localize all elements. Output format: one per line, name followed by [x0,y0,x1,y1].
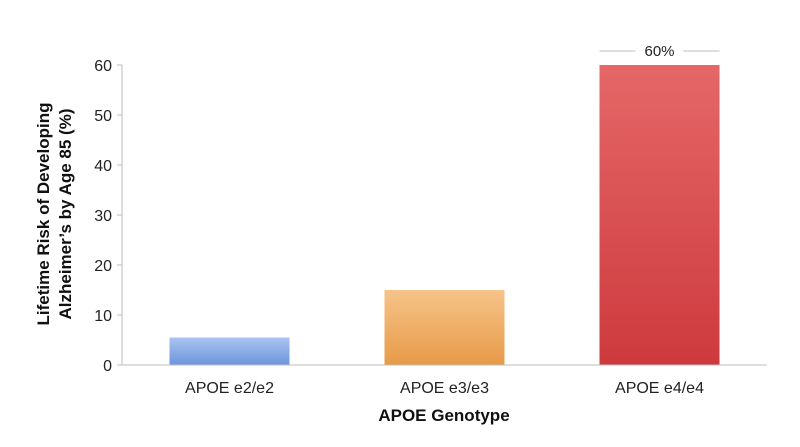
data-labels: 60% [599,43,720,60]
y-tick-label: 60 [94,58,112,75]
data-label: 60% [644,43,674,60]
bar-apoe-e2-e2 [169,337,290,365]
y-axis-title-line-2: Alzheimer’s by Age 85 (%) [56,109,75,320]
y-tick-label: 20 [94,258,112,275]
bars [169,65,720,365]
y-tick-label: 30 [94,208,112,225]
x-tick-label: APOE e4/e4 [615,380,704,397]
x-tick-label: APOE e2/e2 [185,380,274,397]
y-axis-ticks: 0 10 20 30 40 50 60 [94,58,122,375]
bar-apoe-e4-e4 [599,65,720,365]
y-tick-label: 10 [94,308,112,325]
x-tick-label: APOE e3/e3 [400,380,489,397]
y-tick-label: 40 [94,158,112,175]
y-tick-label: 0 [103,358,112,375]
x-axis-ticks: APOE e2/e2 APOE e3/e3 APOE e4/e4 [185,380,704,397]
y-axis-title-line-1: Lifetime Risk of Developing [34,103,53,326]
bar-apoe-e3-e3 [384,290,505,365]
x-axis-title: APOE Genotype [378,406,509,425]
y-axis-title: Lifetime Risk of Developing Alzheimer’s … [34,103,75,326]
y-tick-label: 50 [94,108,112,125]
